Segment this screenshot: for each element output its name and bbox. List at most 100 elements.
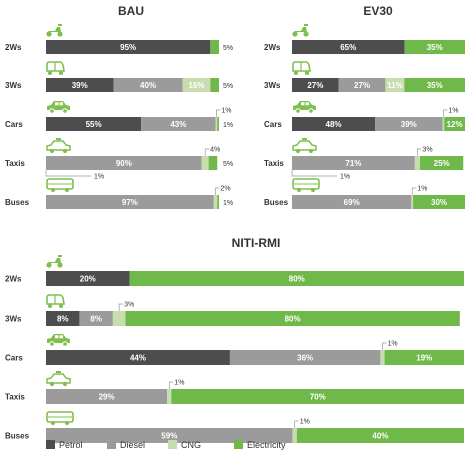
callout-label: 2%	[221, 186, 231, 193]
bar-segment-diesel	[375, 117, 443, 131]
legend-label: Petrol	[59, 440, 83, 450]
wheel-shape	[59, 304, 63, 308]
bar-segment-diesel	[46, 389, 168, 404]
bar-segment-electricity	[210, 40, 219, 54]
category-label: Cars	[5, 120, 23, 129]
bar-segment-cng	[167, 389, 172, 404]
category-label: Buses	[264, 198, 289, 207]
taxi-sign-shape	[56, 138, 61, 140]
callout-label: 1%	[223, 122, 233, 129]
bar-value-label: 11%	[387, 81, 403, 90]
category-label: Taxis	[264, 159, 284, 168]
chart-title: BAU	[118, 4, 144, 18]
handle-shape	[304, 24, 308, 26]
bus-icon	[46, 178, 74, 192]
wheel-shape	[308, 148, 314, 154]
bar-value-label: 20%	[80, 275, 96, 284]
category-label: 3Ws	[264, 81, 281, 90]
callout-label: 1%	[223, 200, 233, 207]
bar-value-label: 27%	[307, 81, 323, 90]
body-shape	[46, 140, 71, 151]
bar-segment-electricity	[129, 271, 464, 286]
bar-segment-electricity	[217, 195, 219, 209]
callout-leader	[294, 420, 299, 428]
callout-leader	[168, 381, 174, 389]
bar-value-label: 19%	[416, 354, 432, 363]
bar-segment-electricity	[404, 78, 465, 92]
callout-label: 3%	[124, 302, 134, 309]
bar-value-label: 55%	[86, 120, 102, 129]
bar-value-label: 39%	[72, 81, 88, 90]
bar-value-label: 16%	[189, 81, 205, 90]
category-label: Cars	[5, 354, 23, 363]
body-shape	[48, 27, 61, 32]
bar-segment-electricity	[217, 117, 219, 131]
scooter-icon	[46, 255, 63, 268]
bar-value-label: 29%	[99, 393, 115, 402]
category-label: 3Ws	[5, 315, 22, 324]
bar-segment-electricity	[125, 311, 460, 326]
callout-leader	[443, 109, 448, 117]
bar-value-label: 65%	[340, 43, 356, 52]
bus-icon	[292, 178, 320, 192]
bus-icon	[46, 411, 74, 425]
callout-label: 5%	[223, 161, 233, 168]
bar-value-label: 95%	[120, 43, 136, 52]
bar-value-label: 43%	[170, 120, 186, 129]
body-shape	[292, 61, 311, 72]
bar-segment-cng	[112, 311, 126, 326]
chart-title: NITI-RMI	[232, 236, 281, 250]
wheel-shape	[57, 31, 63, 37]
bar-value-label: 48%	[326, 120, 342, 129]
bar-segment-cng	[414, 156, 421, 170]
bar-segment-electricity	[420, 156, 464, 170]
callout-leader	[417, 148, 422, 156]
bar-segment-electricity	[296, 428, 464, 443]
bar-segment-electricity	[210, 78, 219, 92]
category-label: Buses	[5, 198, 30, 207]
bar-segment-petrol	[292, 117, 376, 131]
callout-label: 1%	[174, 380, 184, 387]
bar-segment-cng	[385, 78, 405, 92]
bar-value-label: 30%	[431, 198, 447, 207]
bar-segment-petrol	[46, 350, 230, 365]
wheel-shape	[49, 381, 55, 387]
autorickshaw-icon	[46, 294, 65, 308]
car-icon	[293, 101, 316, 114]
bar-value-label: 70%	[310, 393, 326, 402]
callout-leader	[291, 170, 337, 177]
wheel-shape	[49, 108, 55, 114]
window-shape	[301, 102, 305, 106]
wheel-shape	[51, 188, 55, 192]
wheel-shape	[62, 108, 68, 114]
window-shape	[59, 102, 63, 106]
body-shape	[46, 411, 74, 423]
bar-value-label: 35%	[427, 43, 443, 52]
wheel-shape	[295, 108, 301, 114]
body-shape	[292, 178, 320, 190]
wheel-shape	[308, 108, 314, 114]
bar-segment-petrol	[46, 78, 114, 92]
bar-segment-cng	[411, 195, 414, 209]
wheel-shape	[57, 262, 63, 268]
bar-value-label: 80%	[285, 315, 301, 324]
category-label: Cars	[264, 120, 282, 129]
category-label: 2Ws	[5, 43, 22, 52]
category-label: 2Ws	[264, 43, 281, 52]
callout-leader	[45, 170, 91, 177]
bar-segment-electricity	[413, 195, 465, 209]
bar-segment-electricity	[384, 350, 464, 365]
bar-segment-petrol	[46, 117, 142, 131]
body-shape	[293, 101, 316, 110]
bar-segment-diesel	[46, 195, 214, 209]
taxi-sign-shape	[302, 138, 307, 140]
bar-value-label: 71%	[345, 159, 361, 168]
bar-segment-diesel	[46, 428, 293, 443]
legend-swatch	[46, 440, 55, 449]
wheel-shape	[46, 31, 52, 37]
category-label: 3Ws	[5, 81, 22, 90]
wheel-shape	[62, 381, 68, 387]
autorickshaw-icon	[46, 61, 65, 75]
bar-value-label: 8%	[57, 315, 69, 324]
scooter-icon	[292, 24, 309, 37]
